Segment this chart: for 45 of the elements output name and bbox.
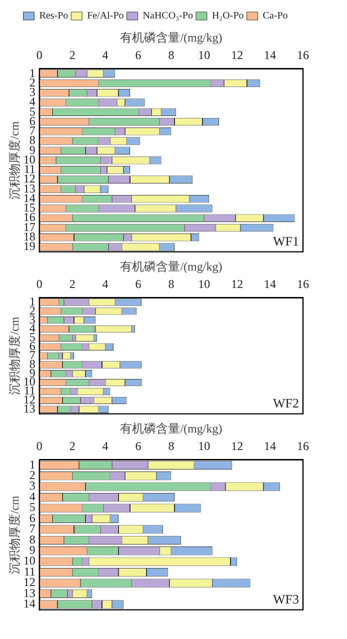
x-tick-label: 0 <box>36 48 42 62</box>
annotation: WF1 <box>273 234 299 249</box>
x-tick-label: 6 <box>135 276 142 291</box>
x-tick-label: 4 <box>102 276 108 291</box>
x-tick-label: 14 <box>264 48 276 62</box>
x-tick-label: 16 <box>297 438 309 453</box>
annotation: WF2 <box>273 396 299 411</box>
x-tick-label: 2 <box>69 438 76 453</box>
y-axis-title: 沉积物厚度/cm <box>7 120 22 200</box>
legend-label: H₂O-Po <box>212 10 244 22</box>
legend-label: Res-Po <box>39 10 68 22</box>
x-tick-label: 10 <box>198 48 210 62</box>
x-tick-label: 2 <box>69 276 76 291</box>
y-axis-title: 沉积物厚度/cm <box>7 495 22 574</box>
x-tick-label: 0 <box>36 438 42 453</box>
x-tick-label: 8 <box>168 48 174 62</box>
y-tick-label: 8 <box>29 133 36 148</box>
y-axis-title: 沉积物厚度/cm <box>7 316 22 395</box>
x-tick-label: 16 <box>297 276 309 291</box>
x-tick-label: 8 <box>168 276 174 291</box>
legend-label: Ca-Po <box>262 10 288 22</box>
x-tick-label: 12 <box>231 48 244 62</box>
x-tick-label: 8 <box>168 438 174 453</box>
y-tick-label: 5 <box>29 104 36 118</box>
x-axis-title: 有机磷含量/(mg/kg) <box>120 259 222 274</box>
y-tick-label: 17 <box>23 220 36 234</box>
x-tick-label: 0 <box>36 276 42 291</box>
legend-label: Fe/Al-Po <box>87 10 124 22</box>
x-tick-label: 4 <box>102 48 108 62</box>
legend-label: NaHCO₃-Po <box>142 10 193 22</box>
x-tick-label: 2 <box>69 48 76 62</box>
x-tick-label: 14 <box>264 276 276 291</box>
x-tick-label: 10 <box>198 276 210 291</box>
x-tick-label: 12 <box>231 276 244 291</box>
x-axis-title: 有机磷含量/(mg/kg) <box>120 30 222 44</box>
x-tick-label: 10 <box>198 438 210 453</box>
x-axis-title: 有机磷含量/(mg/kg) <box>120 421 222 436</box>
x-tick-label: 16 <box>297 48 309 62</box>
x-tick-label: 6 <box>135 438 142 453</box>
x-tick-label: 14 <box>264 438 276 453</box>
y-tick-label: 1 <box>29 66 36 80</box>
x-tick-label: 6 <box>135 48 142 62</box>
annotation: WF3 <box>273 592 299 607</box>
x-tick-label: 12 <box>231 438 244 453</box>
x-tick-label: 4 <box>102 438 108 453</box>
